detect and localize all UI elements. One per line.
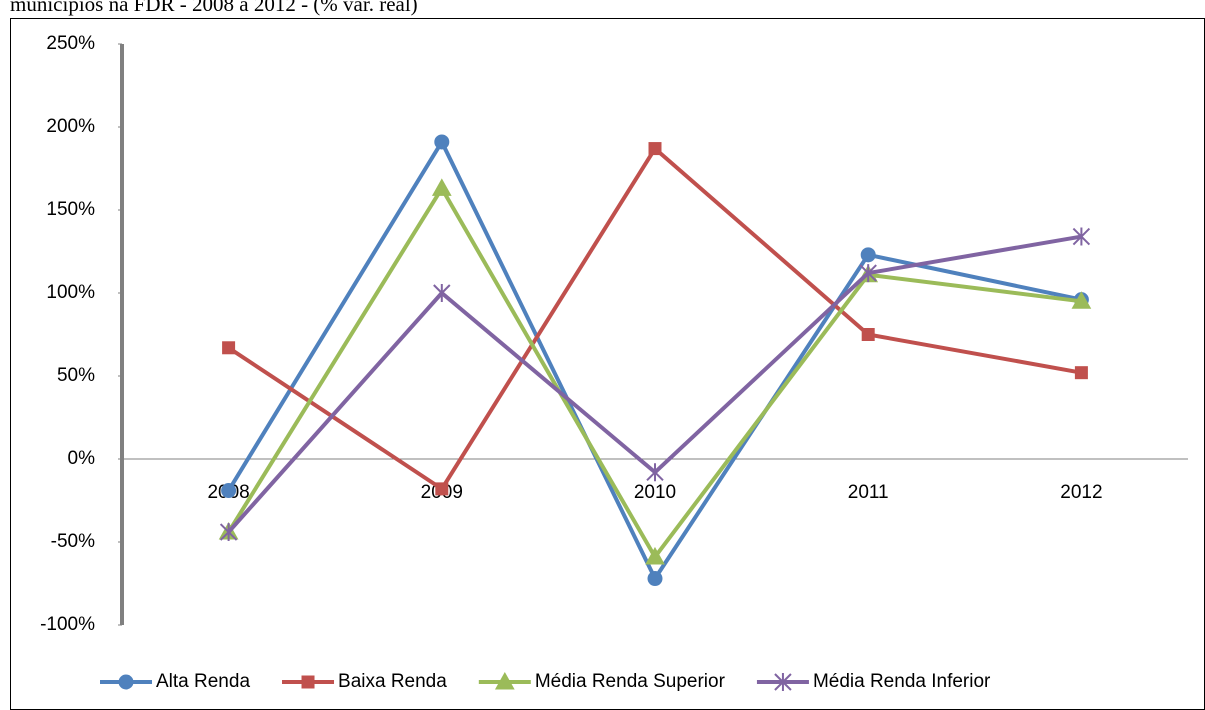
y-tick-label: 0% xyxy=(68,448,96,469)
legend-marker xyxy=(301,675,315,689)
data-point xyxy=(435,482,449,496)
data-point xyxy=(1072,227,1091,246)
x-tick-label: 2012 xyxy=(1060,482,1102,503)
data-point xyxy=(434,134,450,150)
data-point xyxy=(219,523,238,542)
y-tick-label: 100% xyxy=(46,282,95,303)
legend-label: Baixa Renda xyxy=(338,671,447,692)
y-tick-label: -50% xyxy=(51,531,95,552)
x-tick-label: 2011 xyxy=(848,482,889,503)
data-point xyxy=(433,284,451,302)
data-point xyxy=(859,264,877,283)
y-tick-label: 250% xyxy=(46,33,95,54)
data-point xyxy=(1071,291,1092,309)
y-tick-label: 200% xyxy=(46,116,95,137)
y-tick-label: 150% xyxy=(46,199,95,220)
x-tick-label: 2010 xyxy=(634,482,676,503)
legend-label: Média Renda Superior xyxy=(535,671,726,692)
legend-label: Alta Renda xyxy=(156,671,250,692)
data-point xyxy=(1074,366,1088,380)
data-point xyxy=(221,483,237,499)
chart-frame xyxy=(10,18,1205,710)
data-point xyxy=(860,247,876,263)
chart-title: municípios na FDR - 2008 a 2012 - (% var… xyxy=(10,0,418,16)
data-point xyxy=(646,463,664,482)
y-tick-label: -100% xyxy=(40,614,95,635)
data-point xyxy=(222,341,236,355)
data-point xyxy=(647,571,663,587)
legend-marker xyxy=(494,671,515,690)
legend-marker xyxy=(774,673,792,691)
y-tick-label: 50% xyxy=(57,365,95,386)
data-point xyxy=(648,142,662,156)
legend-label: Média Renda Inferior xyxy=(813,671,991,692)
data-point xyxy=(431,178,452,196)
legend-marker xyxy=(118,674,134,690)
data-point xyxy=(645,546,665,565)
data-point xyxy=(861,328,875,341)
